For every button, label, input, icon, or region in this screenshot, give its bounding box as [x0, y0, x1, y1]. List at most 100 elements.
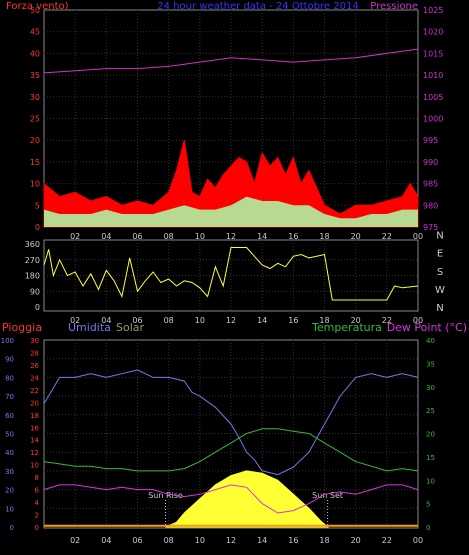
- pressure-tick-label: 1010: [423, 71, 443, 80]
- wind-tick-label: 20: [30, 136, 40, 145]
- temperature-label: Temperatura: [311, 321, 382, 334]
- compass-tick-label: N: [436, 303, 443, 314]
- x-tick-label: 22: [382, 536, 392, 545]
- humidity-tick-label: 30: [5, 468, 14, 476]
- humidity-tick-label: 20: [5, 487, 14, 495]
- temperature-tick-label: 30: [426, 384, 435, 392]
- solar-label: Solar: [116, 321, 145, 334]
- direction-tick-label: 180: [25, 272, 40, 281]
- temperature-tick-label: 20: [426, 431, 435, 439]
- temperature-line: [43, 428, 419, 472]
- rain-tick-label: 26: [30, 362, 39, 370]
- wind-speed-area: [44, 196, 418, 227]
- compass-tick-label: W: [435, 285, 445, 296]
- wind-tick-label: 45: [30, 28, 40, 37]
- pressure-tick-label: 995: [423, 136, 438, 145]
- x-tick-label: 20: [351, 536, 361, 545]
- temperature-axis-ticks: 0 5 10 15 20 25 30 35 40: [426, 337, 435, 532]
- wind-tick-label: 10: [30, 180, 40, 189]
- wind-tick-label: 30: [30, 93, 40, 102]
- x-tick-label: 10: [195, 316, 205, 325]
- pressure-tick-label: 1015: [423, 49, 443, 58]
- wind-gust-area: [43, 140, 419, 228]
- pressure-tick-label: 975: [423, 223, 438, 232]
- wind-tick-label: 35: [30, 71, 40, 80]
- x-tick-label: 16: [288, 316, 298, 325]
- dew-point-line: [43, 484, 419, 514]
- direction-tick-label: 90: [30, 287, 40, 296]
- dew-point-label: Dew Point (°C): [387, 321, 467, 334]
- wind-tick-label: 5: [35, 201, 40, 210]
- rain-tick-label: 18: [30, 412, 39, 420]
- rain-tick-label: 20: [30, 399, 39, 407]
- wind-axis-label: Forza vento): [6, 1, 69, 12]
- rain-tick-label: 12: [30, 449, 39, 457]
- x-tick-label: 12: [226, 316, 236, 325]
- x-tick-label: 08: [164, 232, 174, 241]
- pressure-tick-label: 1020: [423, 28, 443, 37]
- temperature-humidity-series: Sun Rise Sun Set: [43, 369, 419, 528]
- direction-degree-ticks: 0 90 180 270 360 02 04 06 08 10 12 14 16 18 20 22 00: [25, 240, 423, 325]
- rain-tick-label: 16: [30, 424, 39, 432]
- wind-direction-line: [43, 247, 419, 301]
- rain-tick-label: 10: [30, 462, 39, 470]
- x-tick-label: 00: [413, 316, 423, 325]
- humidity-tick-label: 50: [5, 431, 14, 439]
- x-tick-label: 20: [351, 232, 361, 241]
- x-tick-label: 16: [288, 536, 298, 545]
- temperature-tick-label: 5: [426, 501, 430, 509]
- pressure-tick-label: 1000: [423, 115, 443, 124]
- x-tick-label: 06: [132, 232, 142, 241]
- wind-tick-label: 40: [30, 49, 40, 58]
- wind-direction-gridlines: [44, 240, 418, 311]
- x-tick-label: 00: [413, 232, 423, 241]
- x-tick-label: 20: [351, 316, 361, 325]
- x-tick-label: 10: [195, 232, 205, 241]
- sunrise-label: Sun Rise: [148, 491, 183, 500]
- wind-direction-series: [43, 247, 419, 301]
- x-tick-label: 14: [257, 232, 267, 241]
- x-tick-label: 08: [164, 316, 174, 325]
- pressure-line: [43, 48, 419, 74]
- rain-tick-label: 30: [30, 337, 39, 345]
- wind-pressure-series: [43, 48, 419, 228]
- wind-tick-label: 15: [30, 158, 40, 167]
- direction-tick-label: 0: [35, 303, 40, 312]
- rain-tick-label: 0: [35, 524, 39, 532]
- x-tick-label: 16: [288, 232, 298, 241]
- pressure-axis-ticks: 975 980 985 990 995 1000 1005 1010 1015 1020 1025: [423, 6, 443, 232]
- wind-tick-label: 0: [35, 223, 40, 232]
- rain-tick-label: 22: [30, 387, 39, 395]
- humidity-tick-label: 90: [5, 356, 14, 364]
- wind-axis-ticks: 0 5 10 15 20 25 30 35 40 45 50 02 04 06 08 10 12 14 16 18 20…: [30, 6, 423, 241]
- wind-tick-label: 50: [30, 6, 40, 15]
- rain-axis-label: Pioggia: [2, 321, 42, 334]
- x-tick-label: 04: [101, 316, 111, 325]
- humidity-tick-label: 70: [5, 393, 14, 401]
- pressure-tick-label: 980: [423, 201, 438, 210]
- x-tick-label: 00: [413, 536, 423, 545]
- temperature-tick-label: 15: [426, 454, 435, 462]
- rain-tick-label: 28: [30, 349, 39, 357]
- x-tick-label: 12: [226, 536, 236, 545]
- pressure-tick-label: 1025: [423, 6, 443, 15]
- humidity-tick-label: 100: [1, 337, 14, 345]
- x-tick-label: 02: [70, 536, 80, 545]
- x-tick-label: 18: [319, 536, 329, 545]
- x-tick-label: 06: [132, 536, 142, 545]
- direction-tick-label: 270: [25, 256, 40, 265]
- humidity-label: Umidita: [68, 321, 111, 334]
- x-tick-label: 18: [319, 232, 329, 241]
- rain-tick-label: 4: [35, 499, 40, 507]
- x-tick-label: 04: [101, 232, 111, 241]
- humidity-line: [43, 369, 419, 476]
- chart-title: 24 hour weather data - 24 Ottobre 2014: [157, 1, 358, 12]
- humidity-tick-label: 80: [5, 374, 14, 382]
- x-tick-label: 08: [164, 536, 174, 545]
